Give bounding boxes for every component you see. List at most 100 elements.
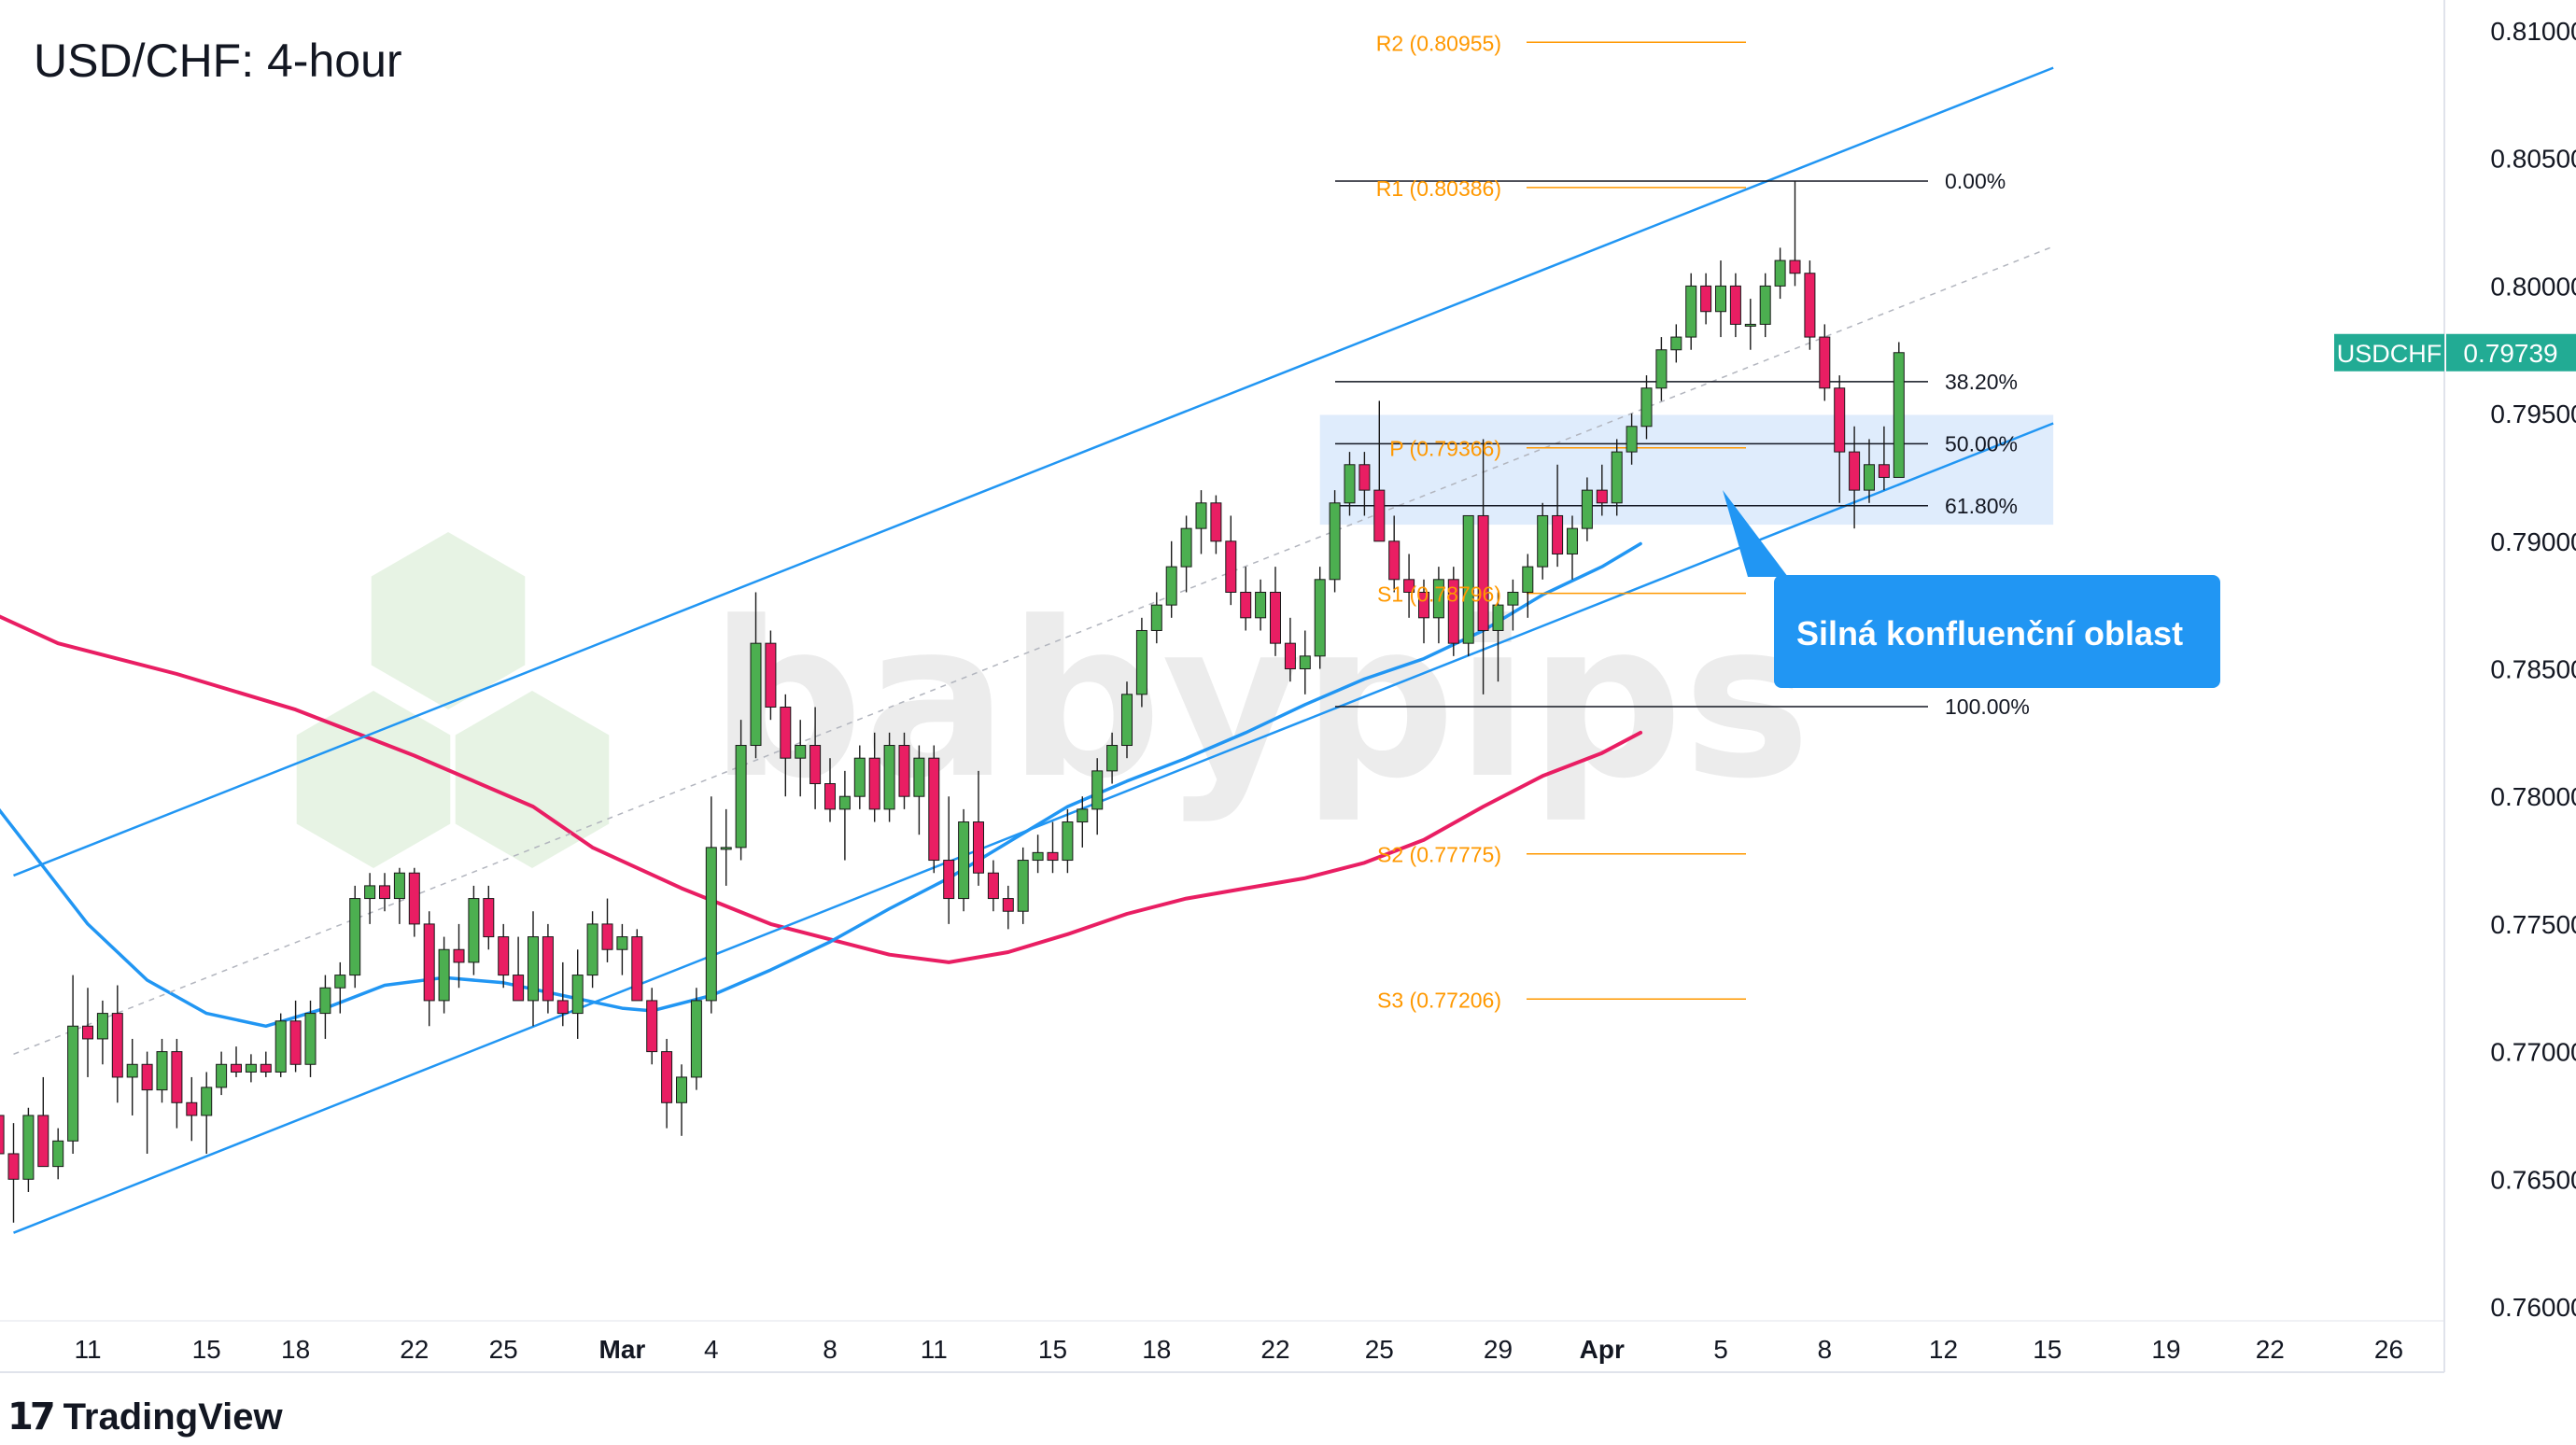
- tradingview-wordmark: TradingView: [63, 1396, 283, 1438]
- candle-body: [1507, 591, 1519, 606]
- bearish-candle: [631, 929, 643, 1002]
- price-tick-label: 0.77000: [2490, 1038, 2576, 1067]
- candle-body: [37, 1115, 49, 1168]
- bearish-candle: [898, 732, 910, 809]
- candle-body: [1002, 898, 1014, 912]
- candle-body: [824, 783, 836, 810]
- bearish-candle: [943, 796, 955, 924]
- bearish-candle: [809, 707, 822, 809]
- bullish-candle: [22, 1107, 35, 1192]
- price-tick-label: 0.81000: [2490, 17, 2576, 46]
- candle-body: [1462, 514, 1474, 644]
- candle-body: [96, 1013, 108, 1040]
- bearish-candle: [1418, 579, 1429, 644]
- bullish-candle: [958, 808, 970, 912]
- price-tick-label: 0.76500: [2490, 1165, 2576, 1194]
- candle-body: [765, 642, 777, 708]
- candle-body: [1047, 851, 1059, 862]
- pivot-label: S1 (0.78796): [1377, 582, 1501, 607]
- price-tick-label: 0.80000: [2490, 272, 2576, 301]
- candle-body: [82, 1025, 93, 1040]
- time-tick-label: 25: [489, 1335, 518, 1364]
- bullish-candle: [468, 885, 480, 975]
- time-tick-label: 5: [1713, 1335, 1728, 1364]
- bearish-candle: [601, 898, 613, 962]
- bearish-candle: [1373, 400, 1386, 542]
- confluence-zone: [1319, 414, 2054, 526]
- time-tick-label: 18: [1142, 1335, 1171, 1364]
- fib-label: 50.00%: [1945, 431, 2018, 456]
- candle-body: [171, 1051, 183, 1103]
- candle-body: [1700, 285, 1712, 313]
- bullish-candle: [1640, 375, 1653, 440]
- candle-body: [22, 1115, 35, 1180]
- bullish-candle: [349, 885, 361, 989]
- candle-body: [809, 745, 822, 785]
- bullish-candle: [1507, 579, 1519, 631]
- candle-body: [1106, 745, 1119, 772]
- bullish-candle: [1492, 592, 1504, 682]
- candle-body: [1135, 629, 1147, 695]
- bearish-candle: [498, 923, 510, 989]
- bearish-candle: [661, 1038, 673, 1129]
- candle-body: [453, 948, 465, 963]
- bearish-candle: [1596, 464, 1608, 516]
- candle-body: [958, 821, 970, 900]
- price-tick-label: 0.77500: [2490, 910, 2576, 939]
- ma-fast-line: [0, 541, 1642, 1029]
- symbol-badge: [2334, 333, 2444, 372]
- bullish-candle: [1314, 567, 1326, 669]
- tradingview-mark-icon: 17: [7, 1396, 56, 1438]
- bearish-candle: [379, 873, 390, 912]
- bullish-candle: [1462, 514, 1474, 656]
- candle-body: [1388, 540, 1401, 581]
- bearish-candle: [1729, 273, 1741, 338]
- bullish-candle: [1299, 630, 1311, 694]
- candle-body: [898, 745, 910, 797]
- candle-body: [853, 757, 866, 797]
- time-tick-label: 19: [2151, 1335, 2180, 1364]
- candle-body: [1270, 591, 1281, 644]
- bearish-candle: [82, 988, 93, 1077]
- candle-body: [1804, 273, 1816, 338]
- bearish-candle: [0, 1115, 5, 1155]
- candle-body: [423, 923, 435, 1002]
- bearish-candle: [1270, 567, 1281, 656]
- candle-body: [1165, 566, 1177, 606]
- time-tick-label: 26: [2374, 1335, 2403, 1364]
- bearish-candle: [1834, 375, 1846, 503]
- bullish-candle: [245, 1054, 257, 1083]
- candle-body: [289, 1020, 302, 1065]
- bullish-candle: [1255, 579, 1267, 631]
- tradingview-logo[interactable]: 17 TradingView: [7, 1396, 283, 1438]
- candle-body: [216, 1063, 228, 1088]
- candle-body: [319, 987, 331, 1015]
- candle-body: [973, 821, 984, 874]
- bullish-candle: [676, 1064, 687, 1136]
- candle-body: [513, 975, 525, 1002]
- bearish-candle: [171, 1038, 183, 1129]
- time-tick-label: 8: [1818, 1335, 1833, 1364]
- bullish-candle: [274, 1013, 287, 1077]
- bullish-candle: [1195, 490, 1207, 554]
- bearish-candle: [1284, 617, 1296, 682]
- candle-body: [1878, 464, 1890, 478]
- bullish-candle: [1744, 299, 1756, 350]
- fib-label: 100.00%: [1945, 694, 2030, 719]
- candle-body: [1492, 604, 1504, 631]
- candle-body: [7, 1153, 20, 1180]
- candle-body: [1640, 387, 1653, 428]
- candle-body: [1344, 464, 1356, 504]
- bearish-candle: [928, 745, 940, 874]
- bullish-candle: [1655, 337, 1668, 401]
- bearish-candle: [646, 988, 658, 1065]
- bullish-candle: [1180, 515, 1192, 593]
- candle-body: [201, 1087, 213, 1116]
- bullish-candle: [438, 936, 450, 1014]
- bullish-candle: [1715, 260, 1726, 338]
- candle-body: [868, 757, 880, 810]
- candle-body: [379, 885, 390, 900]
- price-tick-label: 0.76000: [2490, 1293, 2576, 1322]
- bullish-candle: [853, 745, 866, 809]
